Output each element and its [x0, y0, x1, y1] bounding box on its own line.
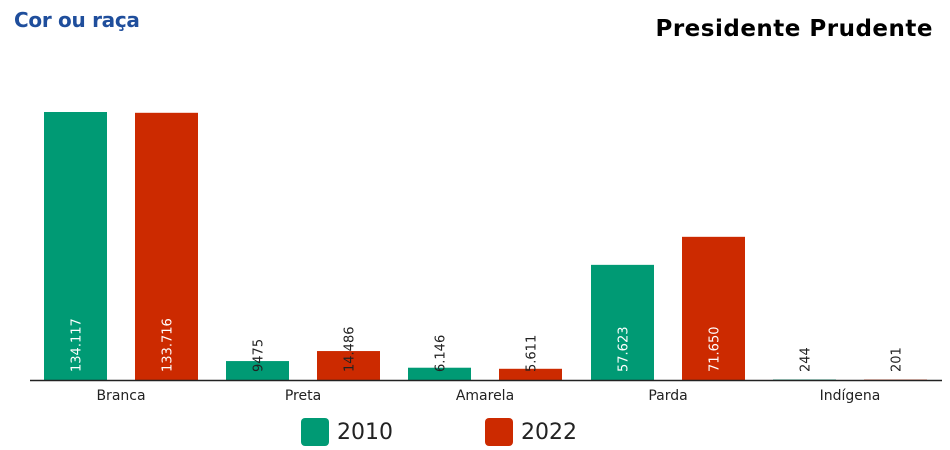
data-label-2022-parda: 71.650 — [708, 327, 723, 373]
category-label-branca: Branca — [96, 388, 145, 404]
category-label-indígena: Indígena — [820, 388, 881, 404]
data-label-2010-preta: 9475 — [252, 339, 267, 372]
bar-2010-preta — [226, 361, 289, 380]
legend-swatch-2022 — [485, 418, 513, 446]
data-label-2022-amarela: 5.611 — [525, 335, 540, 372]
bar-chart: 134.117 133.716 Branca 9475 14.486 Preta 6.146… — [30, 112, 942, 404]
legend-swatch-2010 — [301, 418, 329, 446]
category-label-parda: Parda — [648, 388, 687, 404]
chart-title: Cor ou raça — [14, 8, 140, 32]
category-label-amarela: Amarela — [456, 388, 514, 404]
bar-2022-amarela — [499, 368, 562, 380]
bar-2022-preta — [317, 351, 380, 380]
bar-2010-amarela — [408, 367, 471, 380]
legend-item-2022: 2022 — [485, 418, 577, 446]
data-label-2010-amarela: 6.146 — [434, 335, 449, 372]
data-label-2022-preta: 14.486 — [343, 327, 358, 373]
bar-2010-parda — [591, 264, 654, 380]
legend-label-2010: 2010 — [337, 419, 393, 445]
category-label-preta: Preta — [285, 388, 321, 404]
bar-2022-branca — [135, 112, 198, 380]
data-label-2010-branca: 134.117 — [70, 318, 85, 372]
bar-2010-branca — [44, 112, 107, 380]
bar-2022-parda — [682, 236, 745, 380]
legend-label-2022: 2022 — [521, 419, 577, 445]
data-label-2010-parda: 57.623 — [617, 327, 632, 373]
data-label-2022-branca: 133.716 — [161, 318, 176, 372]
city-name: Presidente Prudente — [655, 16, 933, 42]
legend-item-2010: 2010 — [301, 418, 393, 446]
data-label-2010-indígena: 244 — [799, 347, 814, 372]
data-label-2022-indígena: 201 — [890, 347, 905, 372]
